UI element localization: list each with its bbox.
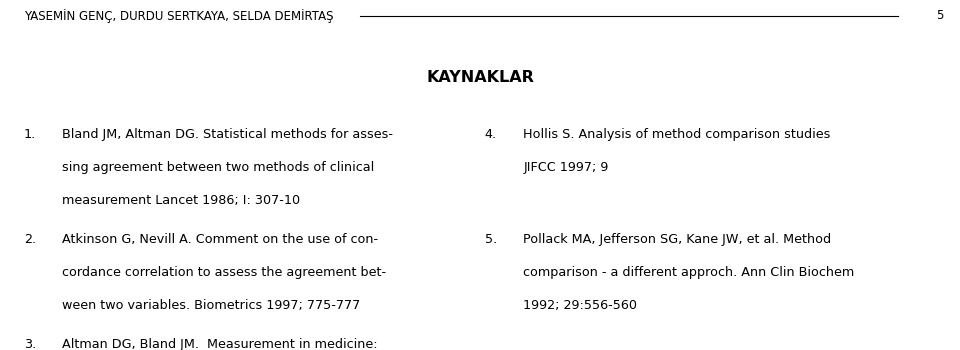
- Text: 3.: 3.: [24, 338, 36, 350]
- Text: 1.: 1.: [24, 128, 36, 141]
- Text: 2.: 2.: [24, 233, 36, 246]
- Text: ween two variables. Biometrics 1997; 775-777: ween two variables. Biometrics 1997; 775…: [62, 299, 361, 312]
- Text: 5: 5: [936, 9, 944, 22]
- Text: measurement Lancet 1986; I: 307-10: measurement Lancet 1986; I: 307-10: [62, 194, 300, 207]
- Text: Pollack MA, Jefferson SG, Kane JW, et al. Method: Pollack MA, Jefferson SG, Kane JW, et al…: [523, 233, 831, 246]
- Text: comparison - a different approch. Ann Clin Biochem: comparison - a different approch. Ann Cl…: [523, 266, 854, 279]
- Text: 4.: 4.: [485, 128, 497, 141]
- Text: 1992; 29:556-560: 1992; 29:556-560: [523, 299, 637, 312]
- Text: Altman DG, Bland JM.  Measurement in medicine:: Altman DG, Bland JM. Measurement in medi…: [62, 338, 378, 350]
- Text: 5.: 5.: [485, 233, 497, 246]
- Text: JIFCC 1997; 9: JIFCC 1997; 9: [523, 161, 609, 174]
- Text: cordance correlation to assess the agreement bet-: cordance correlation to assess the agree…: [62, 266, 387, 279]
- Text: YASEMİN GENÇ, DURDU SERTKAYA, SELDA DEMİRTAŞ: YASEMİN GENÇ, DURDU SERTKAYA, SELDA DEMİ…: [24, 9, 333, 23]
- Text: KAYNAKLAR: KAYNAKLAR: [426, 70, 534, 85]
- Text: Atkinson G, Nevill A. Comment on the use of con-: Atkinson G, Nevill A. Comment on the use…: [62, 233, 378, 246]
- Text: Hollis S. Analysis of method comparison studies: Hollis S. Analysis of method comparison …: [523, 128, 830, 141]
- Text: sing agreement between two methods of clinical: sing agreement between two methods of cl…: [62, 161, 374, 174]
- Text: Bland JM, Altman DG. Statistical methods for asses-: Bland JM, Altman DG. Statistical methods…: [62, 128, 394, 141]
